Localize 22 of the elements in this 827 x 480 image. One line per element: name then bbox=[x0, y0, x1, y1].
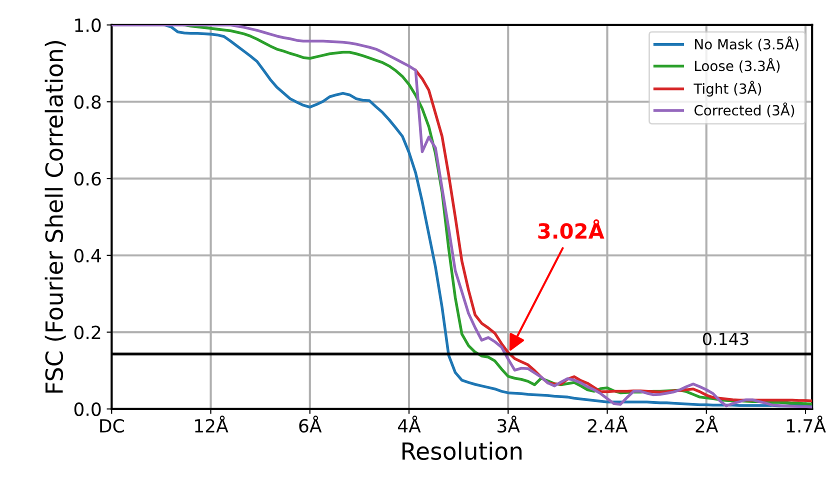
x-tick-label: 1.7Å bbox=[786, 416, 826, 432]
x-tick-label: 6Å bbox=[299, 416, 322, 433]
legend-label: Tight (3Å) bbox=[694, 80, 762, 97]
ref-line-label: 0.143 bbox=[703, 332, 748, 346]
y-tick-label: 0.0 bbox=[74, 402, 101, 416]
y-tick-label: 1.0 bbox=[75, 18, 101, 32]
x-tick-label: DC bbox=[100, 419, 124, 433]
x-axis-title: Resolution bbox=[402, 442, 522, 460]
y-tick-label: 0.6 bbox=[74, 172, 101, 186]
x-tick-label: 3Å bbox=[498, 416, 520, 433]
legend-label: Loose (3.3Å) bbox=[695, 58, 780, 73]
x-tick-label: 2Å bbox=[696, 416, 718, 432]
y-tick-label: 0.8 bbox=[74, 95, 101, 109]
y-tick-label: 0.2 bbox=[74, 326, 100, 340]
x-tick-label: 12Å bbox=[195, 416, 228, 432]
x-tick-label: 2.4Å bbox=[588, 416, 628, 432]
y-axis-title: FSC (Fourier Shell Correlation) bbox=[44, 40, 66, 393]
x-tick-label: 4Å bbox=[398, 416, 421, 432]
y-tick-label: 0.4 bbox=[74, 248, 101, 262]
legend-label: No Mask (3.5Å) bbox=[695, 36, 798, 52]
annotation: 3.02Å bbox=[538, 219, 604, 239]
legend-label: Corrected (3Å) bbox=[694, 102, 794, 118]
